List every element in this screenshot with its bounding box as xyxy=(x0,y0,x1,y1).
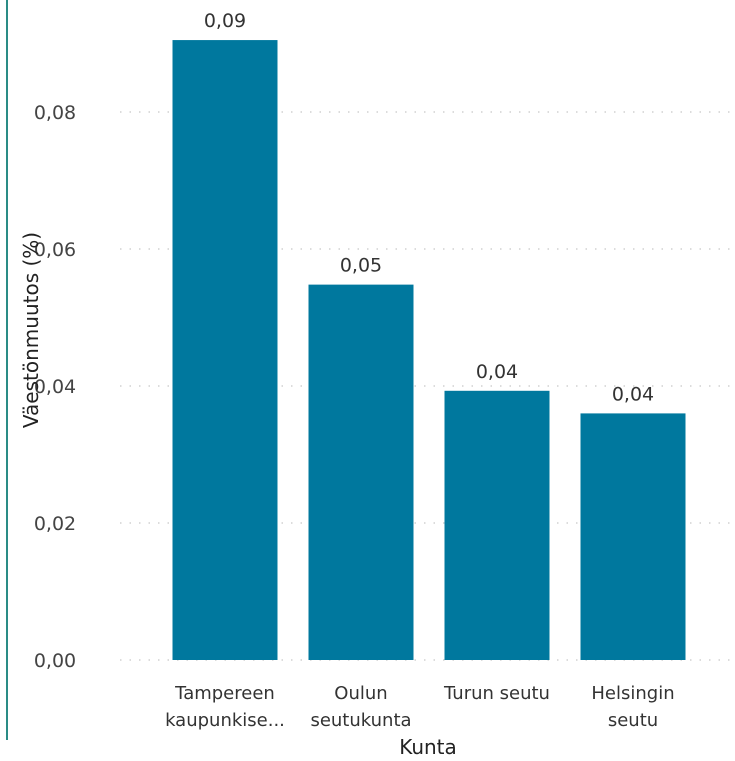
x-tick-label: Oulun xyxy=(334,683,387,704)
y-axis-ticks: 0,00 0,02 0,04 0,06 0,08 xyxy=(34,102,76,672)
bar[interactable] xyxy=(308,284,414,660)
x-axis-ticks: Tampereen kaupunkise... Oulun seutukunta Tur… xyxy=(165,683,675,731)
bar-data-label: 0,04 xyxy=(476,361,518,383)
bar-data-label: 0,09 xyxy=(204,10,246,32)
x-tick-label: seutu xyxy=(608,710,658,731)
bar[interactable] xyxy=(444,390,550,660)
x-tick-label: kaupunkise... xyxy=(165,710,285,731)
x-tick-label: Turun seutu xyxy=(443,683,550,704)
bar-data-label: 0,05 xyxy=(340,255,382,277)
left-frame-line xyxy=(6,0,8,740)
x-tick-label: Helsingin xyxy=(591,683,674,704)
y-tick-label: 0,02 xyxy=(34,513,76,535)
bars xyxy=(172,40,686,660)
y-axis-title: Väestönmuutos (%) xyxy=(19,232,43,428)
bar[interactable] xyxy=(172,40,278,660)
y-tick-label: 0,06 xyxy=(34,239,76,261)
data-labels: 0,09 0,05 0,04 0,04 xyxy=(204,10,654,405)
bar[interactable] xyxy=(580,413,686,660)
y-tick-label: 0,04 xyxy=(34,376,76,398)
x-tick-label: Tampereen xyxy=(174,683,275,704)
bar-data-label: 0,04 xyxy=(612,383,654,405)
y-tick-label: 0,08 xyxy=(34,102,76,124)
y-tick-label: 0,00 xyxy=(34,650,76,672)
x-tick-label: seutukunta xyxy=(310,710,411,731)
x-axis-title: Kunta xyxy=(399,735,457,759)
